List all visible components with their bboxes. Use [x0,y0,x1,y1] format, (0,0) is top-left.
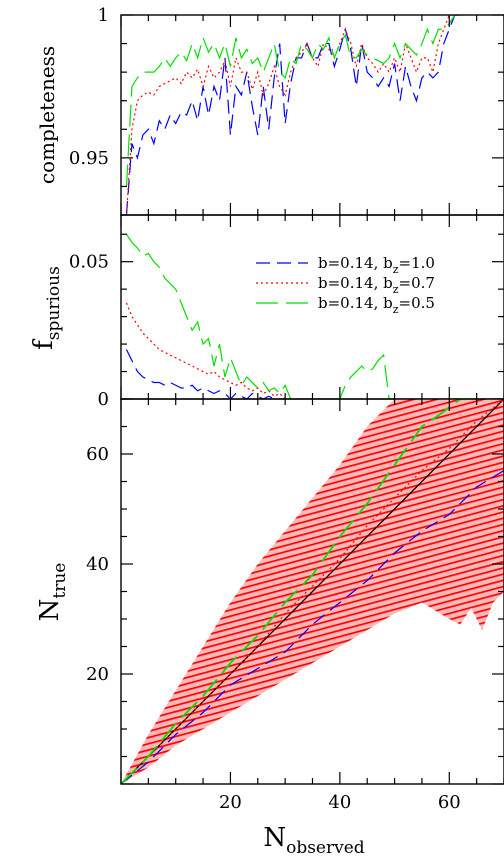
completeness-axis-label: completeness [35,46,59,184]
series-line-0 [125,349,286,399]
axes-frame [120,214,504,400]
series-line-0 [125,15,461,215]
legend-label: b=0.14, bz=0.5 [318,294,435,316]
x-tick-label: 40 [328,792,351,813]
y-tick-label: 40 [86,554,109,575]
series-line-3 [121,399,477,784]
series-line-1 [125,302,286,399]
y-tick-label: 0.05 [69,252,109,273]
legend: b=0.14, bz=1.0b=0.14, bz=0.7b=0.14, bz=0… [256,254,435,316]
series-line-1 [125,15,461,215]
y-tick-label: 0 [98,389,109,410]
spurious-fraction-panel: 00.05 fspurious b=0.14, bz=1.0b=0.14, bz… [29,214,504,410]
nobserved-axis-label: Nobserved [263,823,364,856]
x-tick-label: 20 [219,792,242,813]
series-line-2 [125,233,390,399]
legend-label: b=0.14, bz=0.7 [318,274,435,296]
y-tick-label: 1 [98,5,109,26]
completeness-panel: 0.95 1 completeness [35,5,504,216]
x-tick-label: 60 [438,792,461,813]
axes-frame [120,14,504,216]
y-tick-label: 20 [86,664,109,685]
y-tick-label: 60 [86,444,109,465]
ntrue-axis-label: Ntrue [35,563,70,622]
fspurious-axis-label: fspurious [29,266,64,350]
legend-label: b=0.14, bz=1.0 [318,254,435,276]
series-line-2 [121,399,504,784]
series-line-1 [121,469,504,784]
series-line-2 [125,15,472,187]
ntrue-vs-nobserved-panel: 20 40 60 20 40 60 Ntrue Nobserved [35,398,504,856]
y-tick-label: 0.95 [69,148,109,169]
